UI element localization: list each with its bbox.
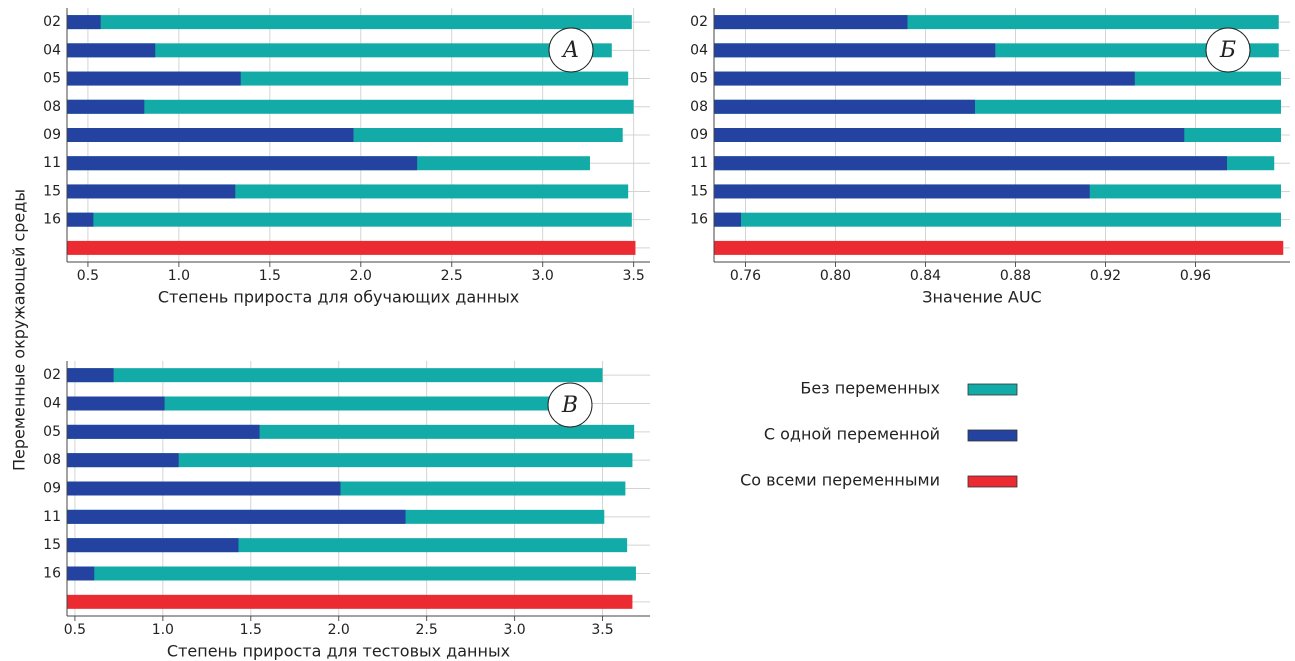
legend-swatch: [967, 429, 1018, 442]
x-tick-label: 2.5: [416, 622, 438, 638]
legend-label: Со всеми переменными: [740, 471, 940, 490]
y-tick-label: 09: [43, 127, 61, 143]
bar: [67, 538, 239, 553]
panel-badge: [547, 382, 593, 428]
x-tick-label: 3.5: [622, 268, 644, 284]
legend-swatch: [967, 475, 1018, 488]
bar: [67, 212, 632, 227]
x-tick-label: 1.0: [168, 268, 190, 284]
bar: [67, 99, 634, 114]
bar: [67, 156, 418, 171]
x-tick-label: 1.0: [152, 622, 174, 638]
bar: [67, 453, 633, 468]
x-axis-label: Степень прироста для тестовых данных: [167, 642, 510, 661]
bar: [67, 566, 636, 581]
y-tick-label: 05: [43, 71, 61, 87]
bar: [67, 566, 95, 581]
bar: [67, 128, 354, 142]
y-tick-label: 04: [690, 42, 708, 58]
bar: [67, 99, 145, 114]
x-tick-label: 0.88: [1000, 268, 1031, 284]
bar: [714, 240, 1284, 255]
bar: [67, 424, 260, 439]
x-tick-label: 0.96: [1180, 268, 1211, 284]
bar: [67, 71, 241, 86]
legend-swatch: [967, 383, 1018, 396]
bar: [67, 43, 156, 58]
bar: [67, 396, 165, 411]
x-tick-label: 0.5: [77, 268, 99, 284]
bar: [67, 396, 582, 411]
y-tick-label: 11: [43, 509, 61, 525]
x-axis-label: Степень прироста для обучающих данных: [158, 288, 519, 307]
y-tick-label: 02: [43, 14, 61, 30]
bar: [67, 184, 236, 199]
y-tick-label: 08: [43, 99, 61, 115]
y-tick-label: 15: [43, 537, 61, 553]
bar: [67, 240, 636, 255]
y-tick-label: 16: [690, 212, 708, 228]
x-tick-label: 3.5: [591, 622, 613, 638]
y-tick-label: 08: [43, 452, 61, 468]
x-tick-label: 0.84: [910, 268, 941, 284]
y-tick-label: 09: [690, 127, 708, 143]
y-tick-label: 05: [690, 71, 708, 87]
bar: [67, 368, 603, 383]
bar: [67, 212, 94, 227]
bar: [714, 128, 1185, 142]
y-axis-label: Переменные окружающей среды: [10, 189, 29, 471]
bar: [714, 43, 996, 58]
y-tick-label: 08: [690, 99, 708, 115]
y-tick-label: 16: [43, 566, 61, 582]
bar: [714, 71, 1135, 86]
x-tick-label: 2.0: [328, 622, 350, 638]
x-axis-label: Значение AUC: [922, 288, 1041, 307]
x-tick-label: 1.5: [259, 268, 281, 284]
y-tick-label: 05: [43, 424, 61, 440]
bar: [714, 212, 741, 227]
y-tick-label: 09: [43, 481, 61, 497]
bar: [67, 368, 114, 383]
x-tick-label: 2.5: [441, 268, 463, 284]
bar: [714, 99, 975, 114]
y-tick-label: 04: [43, 42, 61, 58]
x-tick-label: 0.76: [730, 268, 761, 284]
y-tick-label: 15: [690, 183, 708, 199]
bar: [714, 156, 1227, 171]
x-tick-label: 3.0: [503, 622, 525, 638]
y-tick-label: 16: [43, 212, 61, 228]
bar: [67, 509, 406, 524]
bar: [714, 184, 1090, 199]
x-tick-label: 0.92: [1090, 268, 1121, 284]
x-tick-label: 0.80: [820, 268, 851, 284]
bar: [714, 15, 908, 30]
panel-label: В: [561, 393, 578, 418]
y-tick-label: 04: [43, 396, 61, 412]
legend-label: С одной переменной: [764, 425, 940, 444]
x-tick-label: 1.5: [240, 622, 262, 638]
bar: [67, 453, 179, 468]
x-tick-label: 2.0: [350, 268, 372, 284]
panel-label: Б: [1219, 38, 1236, 63]
panel-badge: [548, 27, 594, 73]
x-tick-label: 3.0: [532, 268, 554, 284]
y-tick-label: 15: [43, 183, 61, 199]
y-tick-label: 02: [43, 367, 61, 383]
y-tick-label: 02: [690, 14, 708, 30]
bar: [67, 594, 633, 609]
bar: [67, 15, 632, 30]
legend-label: Без переменных: [800, 379, 940, 398]
bar: [67, 481, 341, 496]
y-tick-label: 11: [690, 155, 708, 171]
bar: [714, 212, 1281, 227]
panel-badge: [1205, 27, 1251, 73]
y-tick-label: 11: [43, 155, 61, 171]
x-tick-label: 0.5: [64, 622, 86, 638]
bar: [67, 15, 101, 30]
bar: [67, 43, 612, 58]
panel-label: А: [561, 38, 580, 63]
